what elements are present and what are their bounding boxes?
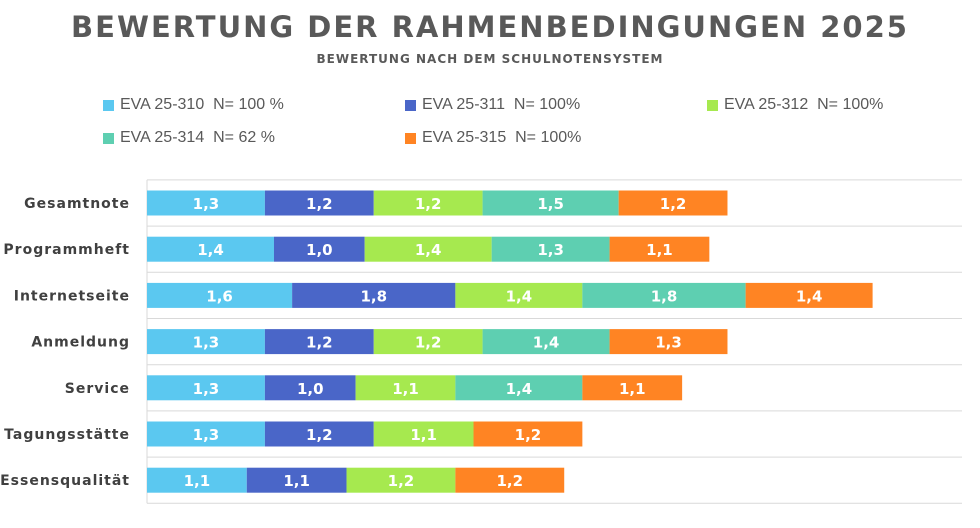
data-label: 1,3 [193,380,220,398]
legend-item-5: EVA 25-315 N= 100% [405,128,581,148]
legend-label: EVA 25-310 N= 100 % [120,96,284,113]
legend-swatch [707,99,718,111]
bar-segment [455,375,583,401]
bar-segment [455,467,565,493]
bar-segment [147,467,247,493]
bar-segment [147,375,265,401]
bar-segment [473,421,583,447]
bar-segment [609,329,728,355]
bar-segment [609,236,710,262]
data-label: 1,5 [537,195,564,213]
category-label: Anmeldung [31,335,130,351]
data-label: 1,3 [193,426,220,444]
bar-segment [355,375,456,401]
data-label: 1,0 [306,241,333,259]
bar-segment [147,421,265,447]
bar-segment [482,329,610,355]
data-label: 1,2 [388,472,415,490]
category-label: Essensqualität [0,473,130,489]
category-label: Gesamtnote [24,196,130,212]
legend-item-1: EVA 25-310 N= 100 % [103,95,284,115]
legend-swatch [103,99,114,111]
data-label: 1,1 [184,472,211,490]
data-label: 1,6 [206,287,233,305]
legend-label: EVA 25-311 N= 100% [422,96,581,113]
bar-segment [264,329,374,355]
data-label: 1,1 [410,426,437,444]
bar-segment [582,375,683,401]
bar-segment [264,421,374,447]
bar-segment [482,190,619,216]
legend-item-2: EVA 25-311 N= 100% [405,95,580,115]
data-label: 1,8 [360,287,387,305]
data-label: 1,1 [392,380,419,398]
legend-swatch [405,132,416,144]
data-label: 1,3 [655,334,682,352]
bar-segment [373,190,483,216]
bar-segment [455,282,583,308]
bar-segment [745,282,873,308]
bar-segment [147,282,293,308]
bar-segment [618,190,728,216]
bar-segment [491,236,610,262]
bar-segment [147,190,265,216]
data-label: 1,4 [533,334,560,352]
data-label: 1,2 [415,195,442,213]
data-label: 1,4 [197,241,224,259]
bar-segment [147,236,274,262]
data-label: 1,1 [619,380,646,398]
data-label: 1,2 [306,426,333,444]
legend-label: EVA 25-312 N= 100% [724,96,884,113]
data-label: 1,2 [515,426,542,444]
bar-segment [264,190,374,216]
bar-segment [373,329,483,355]
bar-segment [147,329,265,355]
data-label: 1,4 [506,287,533,305]
legend-label: EVA 25-314 N= 62 % [120,129,275,146]
data-label: 1,2 [306,334,333,352]
data-label: 1,2 [306,195,333,213]
category-label: Tagungsstätte [4,427,130,443]
category-label: Internetseite [14,288,130,304]
category-label: Programmheft [3,242,130,258]
legend-item-4: EVA 25-314 N= 62 % [103,128,275,148]
chart-subtitle: BEWERTUNG NACH DEM SCHULNOTENSYSTEM [316,52,664,66]
bar-segment [273,236,365,262]
data-label: 1,3 [193,195,220,213]
data-label: 1,4 [415,241,442,259]
category-label: Service [65,381,130,397]
legend-label: EVA 25-315 N= 100% [422,129,582,146]
legend-swatch [103,132,114,144]
bar-segment [292,282,456,308]
bar-segment [364,236,492,262]
data-label: 1,3 [537,241,564,259]
data-label: 1,3 [193,334,220,352]
data-label: 1,2 [497,472,524,490]
bar-segment [246,467,347,493]
chart-title: BEWERTUNG DER RAHMENBEDINGUNGEN 2025 [71,10,909,44]
bar-segment [582,282,746,308]
data-label: 1,0 [297,380,324,398]
data-label: 1,4 [796,287,823,305]
data-label: 1,2 [415,334,442,352]
data-label: 1,2 [660,195,687,213]
bar-segment [346,467,456,493]
data-label: 1,1 [283,472,310,490]
data-label: 1,8 [651,287,678,305]
legend-item-3: EVA 25-312 N= 100% [707,95,883,115]
bar-segment [373,421,474,447]
legend-swatch [405,99,416,111]
data-label: 1,4 [506,380,533,398]
bar-segment [264,375,356,401]
data-label: 1,1 [646,241,673,259]
